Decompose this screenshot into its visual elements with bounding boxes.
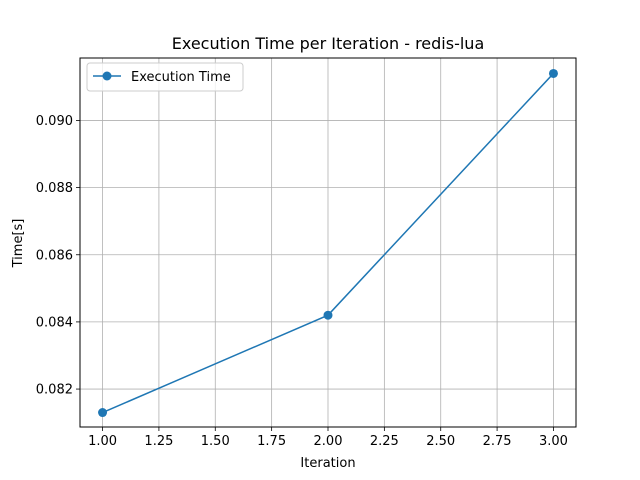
x-tick-label: 2.50 (426, 434, 455, 449)
data-point (548, 68, 558, 78)
x-tick-label: 3.00 (539, 434, 568, 449)
x-tick-label: 2.00 (314, 434, 343, 449)
x-axis-ticks: 1.00 1.25 1.50 1.75 2.00 2.25 2.50 2.75 3.00 (88, 427, 568, 449)
y-axis-label: Time[s] (11, 219, 26, 269)
x-tick-label: 1.25 (144, 434, 173, 449)
legend: Execution Time (86, 62, 244, 92)
y-tick-label: 0.088 (36, 181, 73, 196)
y-tick-label: 0.086 (36, 248, 73, 263)
y-tick-label: 0.090 (36, 114, 73, 129)
x-tick-label: 1.50 (201, 434, 230, 449)
legend-label: Execution Time (131, 70, 231, 85)
y-axis-ticks: 0.082 0.084 0.086 0.088 0.090 (36, 114, 80, 398)
grid (80, 58, 576, 427)
chart-title: Execution Time per Iteration - redis-lua (172, 34, 485, 53)
x-tick-label: 2.75 (483, 434, 512, 449)
y-tick-label: 0.082 (36, 383, 73, 398)
x-tick-label: 2.25 (370, 434, 399, 449)
legend-marker-sample (102, 71, 112, 81)
data-point (323, 310, 333, 320)
series-layer (98, 68, 558, 418)
x-tick-label: 1.00 (88, 434, 117, 449)
x-tick-label: 1.75 (257, 434, 286, 449)
x-axis-label: Iteration (300, 456, 355, 471)
data-point (98, 408, 108, 418)
y-tick-label: 0.084 (36, 315, 73, 330)
legend-box (86, 62, 244, 92)
